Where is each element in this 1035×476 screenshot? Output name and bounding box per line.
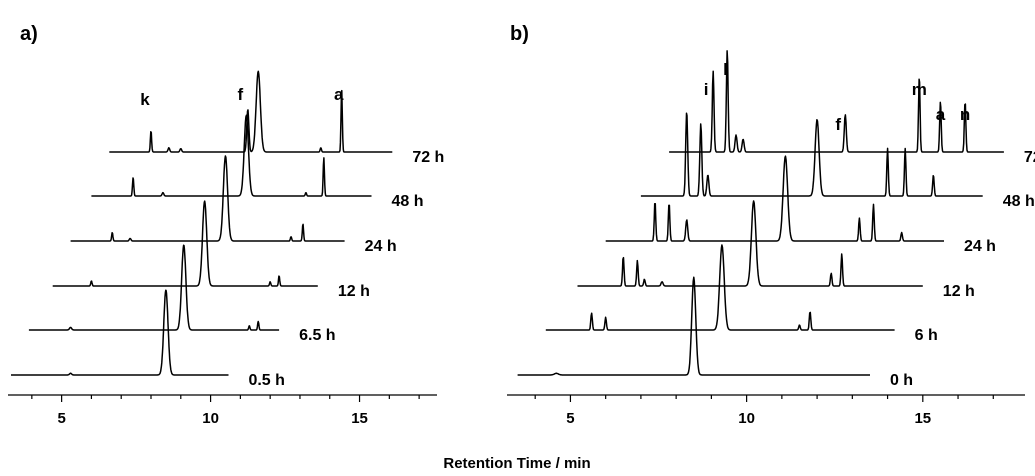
trace-time-label: 12 h: [943, 283, 975, 300]
peak-label-l: l: [723, 60, 728, 79]
panel-label: b): [510, 23, 529, 45]
peak-label-f: f: [835, 115, 841, 134]
peak-label-i: i: [704, 80, 709, 99]
trace-48h: [640, 112, 983, 197]
trace-time-label: 24 h: [365, 238, 397, 255]
trace-6h: [545, 244, 895, 331]
x-tick-label: 5: [566, 410, 574, 427]
trace-time-label: 24 h: [964, 238, 996, 255]
trace-time-label: 48 h: [1003, 193, 1035, 210]
trace-72h: [109, 70, 393, 153]
trace-6.5h: [28, 244, 280, 331]
trace-time-label: 6.5 h: [299, 327, 335, 344]
panel-a: a) 5 10 15 0.5 h 6.5 h 12 h 24 h 48 h 72 h k f a: [8, 23, 444, 427]
panel-label: a): [20, 23, 38, 45]
trace-time-label: 12 h: [338, 283, 370, 300]
peak-label-k: k: [140, 90, 150, 109]
panel-b: b) 5 10 15 0 h 6 h 12 h 24 h 48 h 72 h il f man: [507, 23, 1035, 427]
trace-time-label: 0 h: [890, 372, 913, 389]
x-tick-label: 5: [57, 410, 65, 427]
peak-label-a: a: [334, 85, 344, 104]
peak-label-n: n: [960, 105, 970, 124]
x-tick-label: 15: [914, 410, 931, 427]
trace-time-label: 0.5 h: [248, 372, 284, 389]
x-tick-label: 10: [738, 410, 755, 427]
trace-24h: [70, 155, 345, 242]
x-axis-title: Retention Time / min: [443, 455, 590, 472]
trace-24h: [605, 155, 945, 242]
trace-time-label: 72 h: [412, 149, 444, 166]
trace-0.5h: [10, 289, 229, 376]
trace-time-label: 72 h: [1024, 149, 1035, 166]
x-tick-label: 10: [202, 410, 219, 427]
x-tick-label: 15: [351, 410, 368, 427]
trace-12h: [52, 200, 319, 287]
trace-time-label: 6 h: [915, 327, 938, 344]
trace-72h: [668, 50, 1005, 153]
trace-time-label: 48 h: [391, 193, 423, 210]
trace-48h: [91, 114, 372, 197]
trace-0h: [517, 276, 871, 376]
peak-label-f: f: [238, 85, 244, 104]
peak-label-a: a: [936, 105, 946, 124]
trace-12h: [577, 200, 923, 287]
peak-label-m: m: [912, 80, 927, 99]
